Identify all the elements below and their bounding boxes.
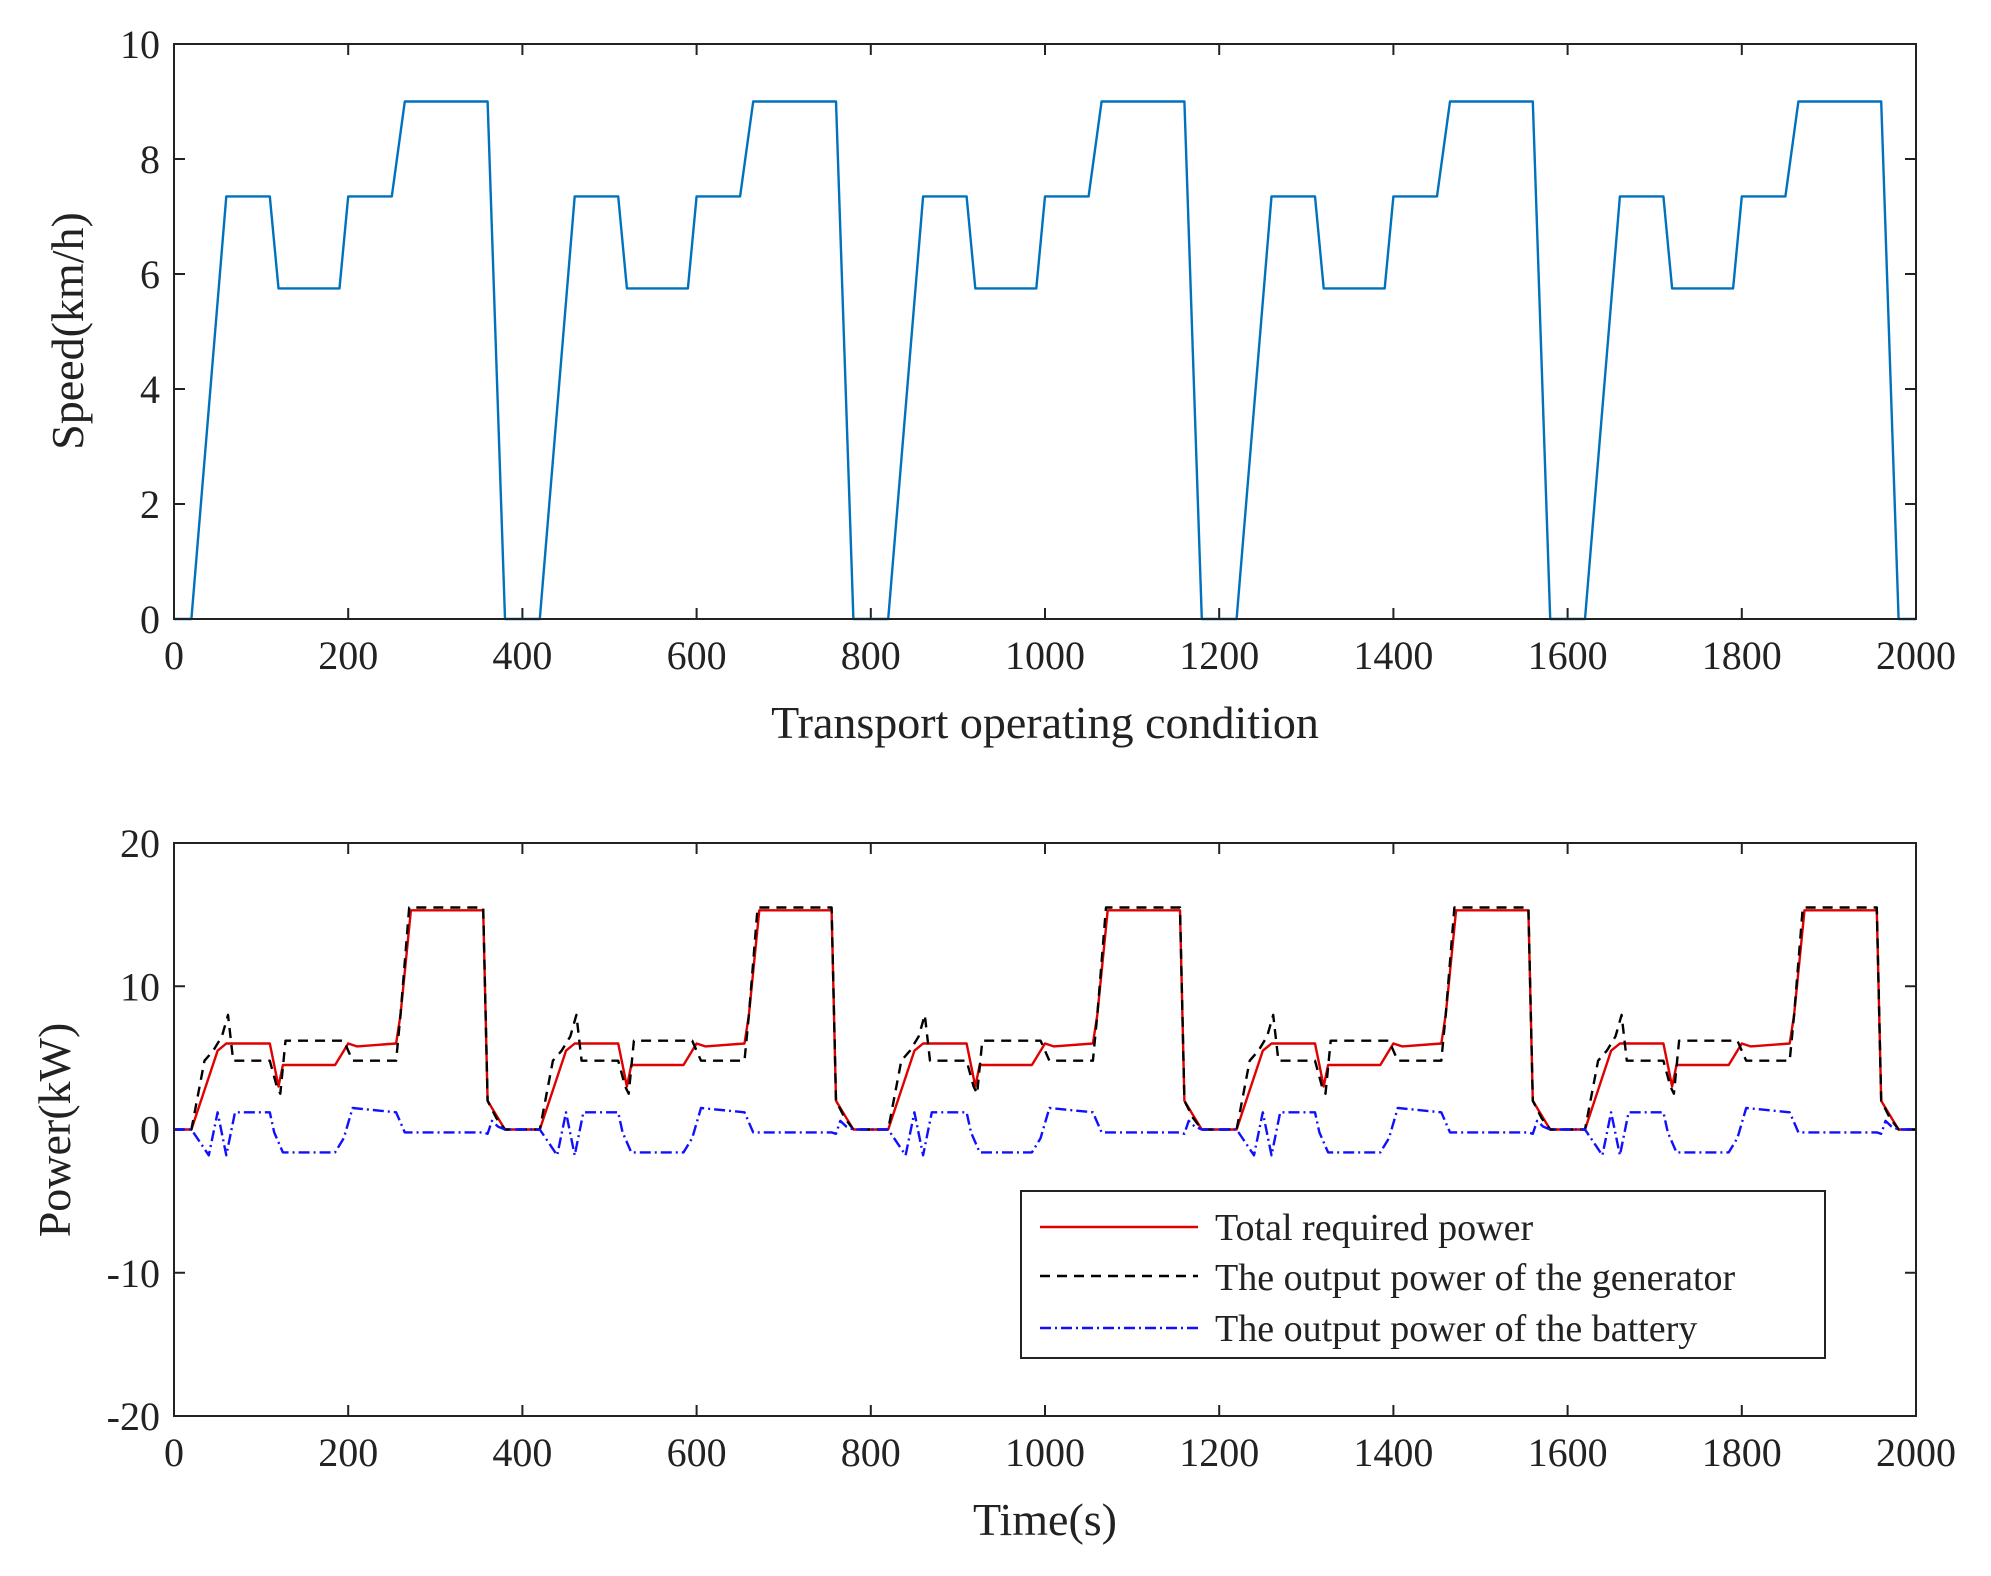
- speed-x-tick-label: 600: [667, 633, 727, 678]
- speed-y-axis-label: Speed(km/h): [42, 212, 93, 450]
- power-panel: 0 200 400 600 800 1000 1200 1400 1600 18…: [29, 821, 1956, 1545]
- speed-y-tick-label: 6: [140, 252, 160, 297]
- legend: Total required power The output power of…: [1020, 1190, 1826, 1359]
- speed-y-tick-label: 4: [140, 367, 160, 412]
- speed-x-tick-label: 1200: [1179, 633, 1259, 678]
- speed-x-tick-label: 0: [164, 633, 184, 678]
- power-x-tick-label: 1800: [1702, 1430, 1782, 1475]
- power-series-total-required-power: [174, 909, 1916, 1131]
- power-y-tick-label: 20: [120, 821, 160, 866]
- speed-x-tick-label: 1400: [1353, 633, 1433, 678]
- power-series-the-output-power-of-the-generator: [174, 906, 1916, 1131]
- speed-x-tick-label: 1800: [1702, 633, 1782, 678]
- speed-axes-frame: [173, 43, 1917, 620]
- power-x-tick-label: 1200: [1179, 1430, 1259, 1475]
- legend-label-total-power: Total required power: [1215, 1207, 1533, 1249]
- speed-x-tick-label: 2000: [1876, 633, 1956, 678]
- power-x-tick-label: 1000: [1005, 1430, 1085, 1475]
- power-x-tick-label: 200: [318, 1430, 378, 1475]
- legend-label-generator-power: The output power of the generator: [1215, 1257, 1736, 1299]
- speed-x-tick-label: 400: [492, 633, 552, 678]
- power-y-axis-label: Power(kW): [29, 1023, 80, 1238]
- speed-x-tick-label: 800: [841, 633, 901, 678]
- speed-panel: 0 200 400 600 800 1000 1200 1400 1600 18…: [42, 22, 1956, 748]
- speed-y-tick-label: 8: [140, 137, 160, 182]
- legend-box: [1020, 1190, 1826, 1359]
- speed-x-tick-label: 1600: [1528, 633, 1608, 678]
- power-y-tick-label: -20: [107, 1394, 160, 1439]
- speed-y-tick-label: 0: [140, 597, 160, 642]
- power-y-tick-labels: -20 -10 0 10 20: [107, 821, 160, 1439]
- speed-x-tick-labels: 0 200 400 600 800 1000 1200 1400 1600 18…: [164, 633, 1956, 678]
- power-x-tick-label: 2000: [1876, 1430, 1956, 1475]
- power-x-tick-label: 400: [492, 1430, 552, 1475]
- speed-y-tick-label: 2: [140, 482, 160, 527]
- power-x-tick-label: 0: [164, 1430, 184, 1475]
- power-x-tick-label: 800: [841, 1430, 901, 1475]
- power-x-tick-label: 1600: [1528, 1430, 1608, 1475]
- power-x-tick-labels: 0 200 400 600 800 1000 1200 1400 1600 18…: [164, 1430, 1956, 1475]
- legend-label-battery-power: The output power of the battery: [1215, 1308, 1697, 1350]
- speed-x-tick-label: 1000: [1005, 633, 1085, 678]
- power-x-tick-label: 1400: [1353, 1430, 1433, 1475]
- speed-y-tick-labels: 0 2 4 6 8 10: [120, 22, 160, 642]
- speed-x-axis-label: Transport operating condition: [771, 697, 1319, 748]
- speed-x-tick-label: 200: [318, 633, 378, 678]
- speed-series-speed: [174, 100, 1916, 621]
- power-y-tick-label: -10: [107, 1251, 160, 1296]
- power-y-tick-label: 0: [140, 1108, 160, 1153]
- power-x-axis-label: Time(s): [973, 1494, 1117, 1545]
- power-axes-frame: [173, 842, 1917, 1417]
- power-lines: [174, 906, 1916, 1157]
- power-series-the-output-power-of-the-battery: [174, 1106, 1916, 1157]
- power-x-tick-label: 600: [667, 1430, 727, 1475]
- speed-ticks: [173, 43, 1917, 620]
- power-y-tick-label: 10: [120, 964, 160, 1009]
- speed-lines: [174, 100, 1916, 621]
- speed-y-tick-label: 10: [120, 22, 160, 67]
